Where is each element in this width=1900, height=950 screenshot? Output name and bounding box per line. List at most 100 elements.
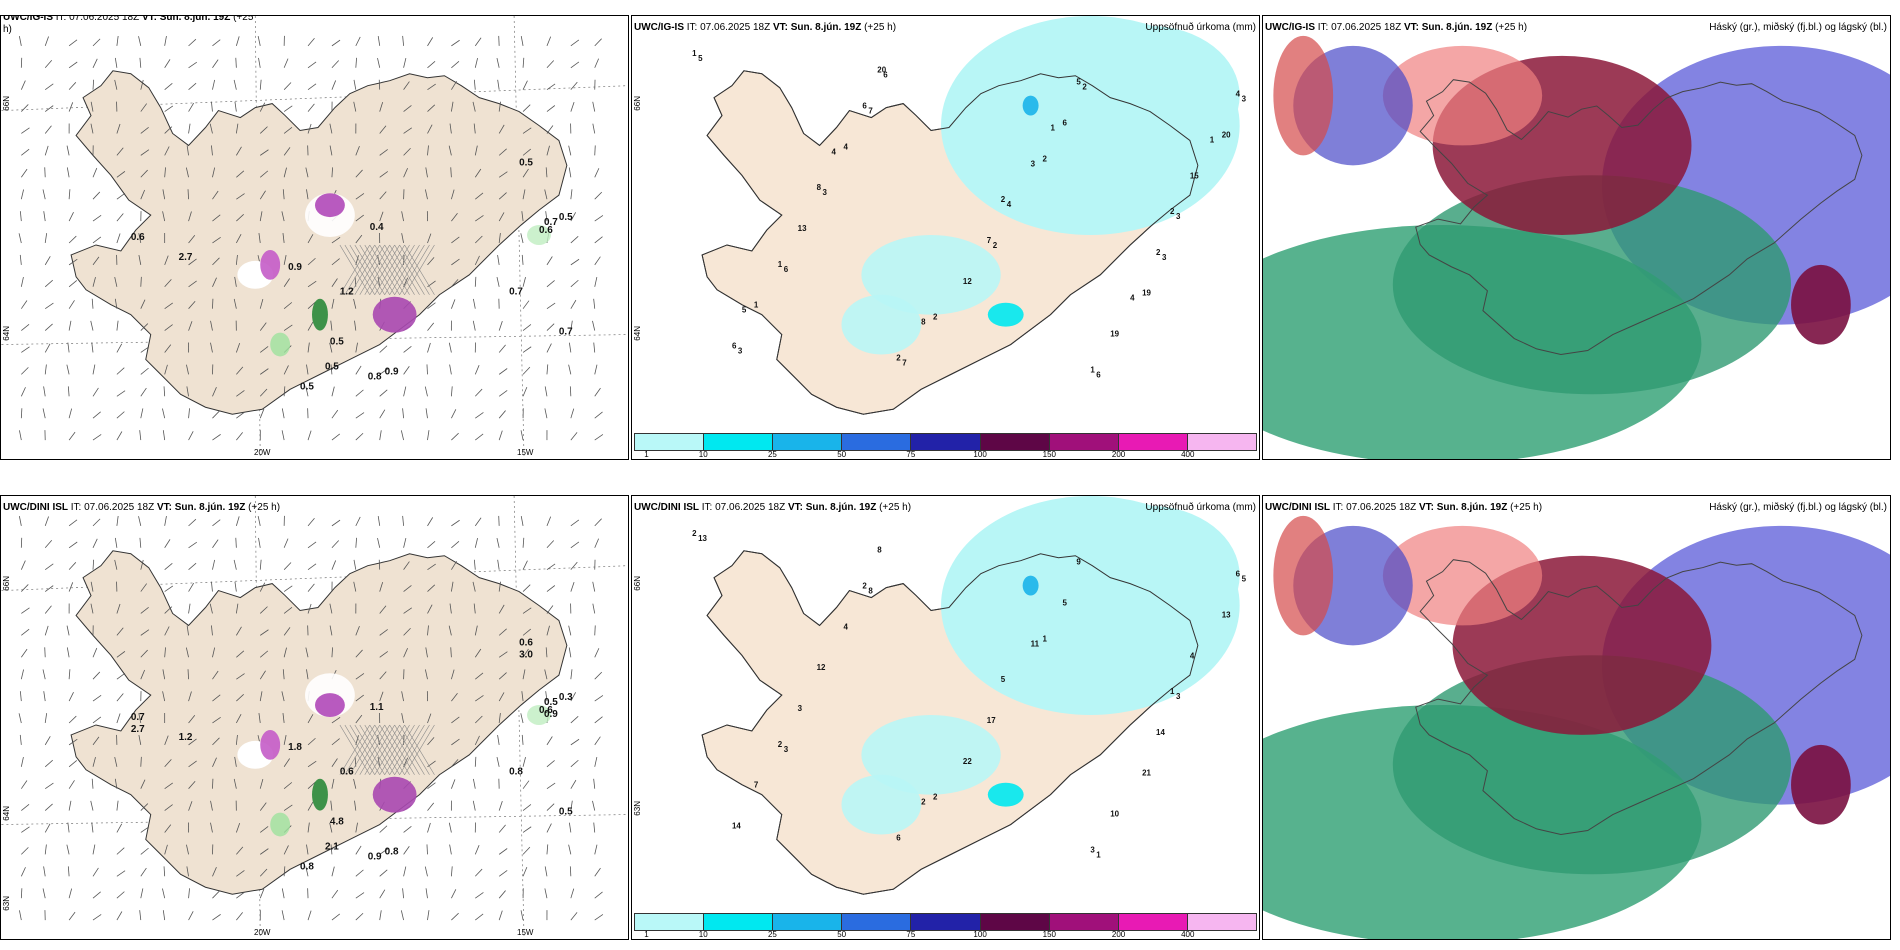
- precip-value-label: 7: [868, 107, 873, 116]
- wind-barb: [212, 434, 221, 441]
- precip-value-label: 4: [843, 622, 848, 631]
- wind-barb: [497, 734, 500, 745]
- precip-value-label: 2: [1156, 248, 1161, 257]
- wind-barb: [355, 845, 362, 855]
- wind-barb: [425, 888, 428, 899]
- wind-barb: [259, 126, 268, 134]
- cape-value-label: 0.9: [385, 366, 399, 377]
- wind-barb: [355, 912, 364, 921]
- wind-barb: [236, 366, 244, 375]
- wind-barb: [307, 737, 316, 746]
- wind-barb: [258, 233, 261, 244]
- colorbar-ticks: 1 10 25 50 75 100 150 200 400: [634, 450, 1257, 459]
- wind-barb: [522, 366, 531, 375]
- cape-value-label: 0.6: [131, 232, 145, 243]
- wind-barb: [258, 713, 261, 724]
- precip-value-label: 1: [1043, 634, 1048, 643]
- panel-header: UWC/DINI ISL IT: 07.06.2025 18Z VT: Sun.…: [1263, 500, 1890, 516]
- wind-barb: [67, 386, 70, 397]
- wind-barb: [355, 822, 358, 833]
- wind-barb: [68, 39, 78, 47]
- cape-wind-map: 0.50.60.70.62.70.90.41.20.50.50.50.8 0.90…: [1, 16, 628, 459]
- wind-barb: [283, 782, 293, 789]
- high-cloud: [1791, 744, 1851, 825]
- wind-barb: [448, 822, 452, 833]
- wind-barb: [451, 299, 456, 309]
- wind-barb: [283, 647, 287, 658]
- wind-barb: [355, 714, 363, 724]
- wind-barb: [498, 124, 505, 134]
- precip-value-label: 6: [862, 102, 867, 111]
- precip-value-label: 4: [1236, 90, 1241, 99]
- wind-barb: [498, 430, 503, 441]
- wind-barb: [210, 320, 213, 331]
- wind-barb: [140, 756, 142, 767]
- wind-barb: [92, 891, 101, 899]
- wind-barb: [67, 866, 70, 877]
- wind-barb: [403, 607, 412, 614]
- wind-barb: [475, 433, 484, 441]
- colorbar-swatch: [773, 914, 843, 930]
- cape-area: [260, 249, 281, 280]
- wind-barb: [425, 647, 428, 658]
- wind-barb: [497, 559, 500, 570]
- wind-barb: [235, 254, 238, 265]
- wind-barb: [448, 342, 452, 353]
- colorbar-tick-label: 25: [767, 930, 777, 939]
- wind-barb: [329, 123, 333, 134]
- wind-barb: [403, 386, 407, 397]
- wind-barb: [379, 409, 386, 419]
- wind-barb: [164, 539, 171, 548]
- wind-barb: [498, 672, 507, 680]
- wind-barb: [164, 35, 167, 46]
- wind-barb: [498, 870, 508, 877]
- wind-barb: [427, 584, 436, 592]
- wind-barb: [355, 57, 357, 68]
- wind-barb: [68, 715, 77, 724]
- cape-area: [260, 729, 281, 760]
- hatch-line: [404, 724, 435, 775]
- wind-barb: [379, 581, 384, 592]
- wind-barb: [498, 171, 508, 178]
- precip-value-label: 6: [1236, 570, 1241, 579]
- wind-barb: [283, 324, 293, 331]
- wind-barb: [259, 408, 265, 419]
- wind-barb: [211, 581, 213, 592]
- wind-barb: [162, 430, 166, 441]
- wind-barb: [355, 365, 362, 375]
- wind-barb: [283, 866, 286, 877]
- wind-barb: [116, 713, 121, 724]
- wind-barb: [42, 669, 46, 680]
- hatch-line: [389, 244, 420, 295]
- wind-barb: [116, 171, 126, 178]
- wind-barb: [307, 801, 314, 811]
- wind-barb: [114, 276, 118, 287]
- wind-barb: [138, 713, 142, 724]
- wind-barb: [355, 892, 365, 899]
- precip-value-label: 1: [692, 49, 697, 58]
- valid-time: VT: Sun. 8.jún. 19Z: [787, 502, 877, 513]
- precip-value-label: 14: [1156, 728, 1165, 737]
- wind-barb: [377, 756, 381, 767]
- wind-barb: [42, 888, 46, 899]
- wind-barb: [44, 605, 52, 614]
- precip-value-label: 6: [883, 71, 888, 80]
- wind-barb: [234, 101, 237, 112]
- precip-value-label: 13: [1222, 610, 1231, 619]
- wind-barb: [449, 844, 452, 855]
- wind-barb: [140, 888, 144, 899]
- wind-barb: [426, 844, 428, 855]
- wind-barb: [21, 847, 29, 855]
- wind-barb: [594, 736, 601, 746]
- wind-barb: [44, 83, 54, 90]
- wind-barb: [307, 518, 315, 527]
- colorbar-swatch: [911, 434, 981, 450]
- wind-barb: [307, 781, 316, 789]
- wind-barb: [568, 625, 572, 636]
- precip-value-label: 3: [1162, 253, 1167, 262]
- wind-barb: [594, 867, 601, 877]
- wind-barb: [116, 847, 125, 855]
- wind-barb: [570, 779, 577, 789]
- cape-area: [270, 332, 291, 357]
- wind-barb: [163, 386, 166, 397]
